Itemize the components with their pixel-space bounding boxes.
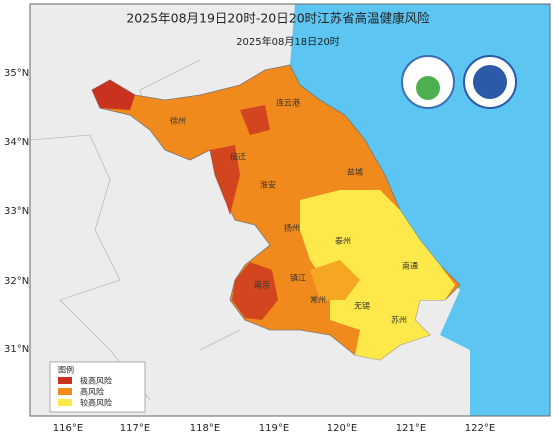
longitude-label: 118°E — [190, 423, 220, 434]
logo-emblem — [473, 65, 507, 99]
longitude-label: 116°E — [53, 423, 83, 434]
longitude-label: 117°E — [120, 423, 150, 434]
extreme-risk-area — [232, 262, 278, 320]
legend-label: 高风险 — [80, 387, 104, 397]
longitude-label: 122°E — [465, 423, 495, 434]
legend-label: 较高风险 — [80, 398, 112, 408]
legend-title: 图例 — [58, 365, 74, 375]
extreme-risk-area — [92, 80, 135, 110]
city-label: 泰州 — [335, 236, 351, 246]
subtitle: 2025年08月18日20时 — [236, 35, 340, 48]
longitude-label: 121°E — [396, 423, 426, 434]
longitude-label: 119°E — [259, 423, 289, 434]
latitude-label: 31°N — [4, 344, 29, 355]
city-label: 徐州 — [170, 116, 186, 126]
latitude-label: 35°N — [4, 68, 29, 79]
city-label: 镇江 — [290, 273, 306, 283]
city-label: 苏州 — [391, 315, 407, 325]
extreme-risk-area — [240, 105, 270, 135]
city-label: 扬州 — [284, 223, 300, 233]
latitude-label: 34°N — [4, 137, 29, 148]
city-label: 盐城 — [347, 167, 363, 177]
title: 2025年08月19日20时-20日20时江苏省高温健康风险 — [126, 11, 430, 26]
city-label: 无锡 — [354, 302, 370, 311]
high-risk-yellow-area — [300, 190, 455, 360]
legend-swatch — [58, 377, 72, 384]
risk-area — [310, 260, 360, 300]
city-label: 南京 — [254, 280, 270, 290]
city-label: 南通 — [402, 261, 418, 271]
logo-emblem — [416, 76, 440, 100]
city-label: 宿迁 — [230, 152, 246, 162]
city-label: 淮安 — [260, 180, 276, 190]
latitude-label: 32°N — [4, 276, 29, 287]
city-label: 常州 — [310, 296, 326, 305]
legend-label: 极高风险 — [80, 376, 112, 386]
city-label: 连云港 — [276, 98, 300, 108]
legend-swatch — [58, 399, 72, 406]
extreme-risk-area — [210, 145, 240, 215]
map-frame — [29, 3, 551, 417]
latitude-label: 33°N — [4, 206, 29, 217]
longitude-label: 120°E — [327, 423, 357, 434]
legend-swatch — [58, 388, 72, 395]
